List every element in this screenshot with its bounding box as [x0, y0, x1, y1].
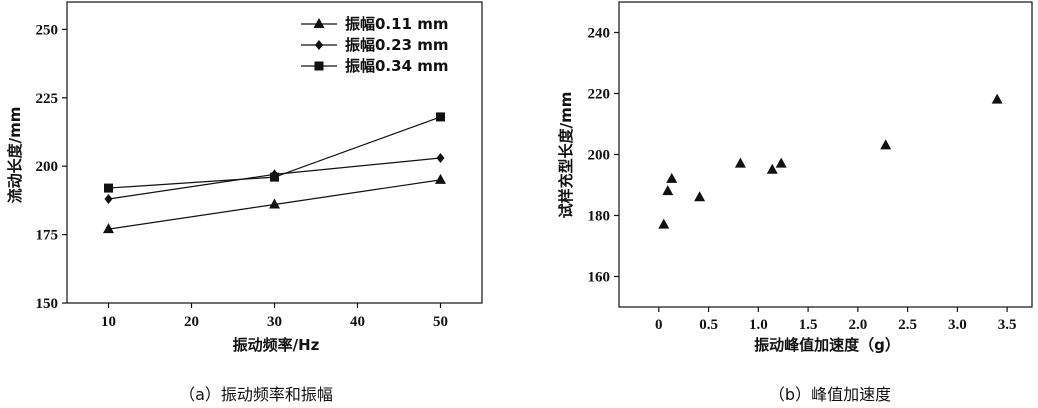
chart-a-x-axis-label: 振动频率/Hz: [233, 336, 320, 354]
chart-a-caption: （a）振动频率和振幅: [179, 385, 333, 404]
chart-a-data-point: [103, 223, 114, 234]
chart-b-x-tick-label: 3.0: [948, 317, 967, 333]
chart-b-y-axis-label: 试样充型长度/mm: [557, 92, 575, 219]
chart-a-y-tick-label: 250: [36, 22, 59, 38]
chart-a-data-point: [104, 194, 113, 205]
chart-b-data-point: [658, 218, 670, 229]
chart-b-data-point: [662, 185, 674, 196]
chart-a-legend-label: 振幅0.11 mm: [345, 15, 449, 33]
chart-b-x-ticks: 0 0.5 1.0 1.5 2.0 2.5 3.0 3.5: [655, 307, 1016, 333]
chart-a-data-point: [436, 152, 445, 163]
chart-b-y-tick-label: 220: [588, 87, 611, 103]
chart-a-series: [103, 112, 446, 234]
chart-b-x-axis-label: 振动峰值加速度（g）: [754, 336, 900, 354]
chart-b-x-tick-label: 0.5: [699, 317, 718, 333]
chart-a-x-tick-label: 10: [101, 314, 116, 330]
chart-a-data-point: [269, 198, 280, 209]
chart-b: 160 180 200 220 240 0 0.5 1.0 1.5 2.0 2.5 3.0 3.5 振…: [557, 1, 1033, 404]
chart-a-x-tick-label: 20: [184, 314, 199, 330]
chart-b-x-tick-label: 1.5: [799, 317, 818, 333]
chart-b-data-point: [694, 191, 706, 202]
chart-a-y-axis-label: 流动长度/mm: [6, 107, 24, 204]
chart-b-x-tick-label: 1.0: [749, 317, 768, 333]
chart-a-data-point: [435, 173, 446, 184]
chart-a-legend-label: 振幅0.23 mm: [345, 36, 449, 54]
chart-b-caption: （b）峰值加速度: [769, 385, 891, 404]
chart-a-x-tick-label: 50: [433, 314, 448, 330]
chart-a-data-point: [270, 172, 279, 182]
chart-b-data-point: [666, 172, 678, 183]
chart-a-data-point: [104, 183, 113, 193]
chart-a-y-tick-label: 175: [36, 228, 59, 244]
chart-b-data-point: [734, 157, 746, 168]
chart-a-y-tick-label: 200: [36, 159, 59, 175]
chart-b-y-ticks: 160 180 200 220 240: [588, 26, 619, 286]
chart-a-x-tick-label: 30: [267, 314, 282, 330]
chart-b-x-tick-label: 2.0: [848, 317, 867, 333]
chart-b-y-tick-label: 180: [588, 209, 611, 225]
chart-a-y-tick-label: 150: [36, 296, 59, 312]
chart-b-data-point: [880, 139, 892, 150]
chart-b-data-point: [766, 163, 778, 174]
chart-a-x-tick-label: 40: [350, 314, 365, 330]
chart-a-x-ticks: 10 20 30 40 50: [101, 303, 448, 330]
chart-b-data-point: [775, 157, 787, 168]
chart-b-points: [658, 93, 1003, 229]
chart-a-legend-marker: [315, 40, 323, 50]
chart-b-data-point: [991, 93, 1003, 104]
chart-a-legend-label: 振幅0.34 mm: [345, 57, 449, 75]
chart-b-plot-frame: [618, 1, 1033, 308]
chart-a-legend-marker: [313, 18, 325, 28]
chart-a-legend: 振幅0.11 mm 振幅0.23 mm 振幅0.34 mm: [301, 15, 449, 75]
chart-b-y-tick-label: 160: [588, 270, 611, 286]
chart-b-y-tick-label: 200: [588, 148, 611, 164]
chart-b-x-tick-label: 3.5: [998, 317, 1017, 333]
chart-a-y-ticks: 150 175 200 225 250: [36, 22, 67, 312]
chart-b-y-tick-label: 240: [588, 26, 611, 42]
chart-a-y-tick-label: 225: [36, 91, 59, 107]
chart-b-x-tick-label: 2.5: [898, 317, 917, 333]
chart-a-data-point: [436, 112, 445, 122]
chart-b-x-tick-label: 0: [655, 317, 663, 333]
chart-a-legend-marker: [314, 61, 324, 71]
